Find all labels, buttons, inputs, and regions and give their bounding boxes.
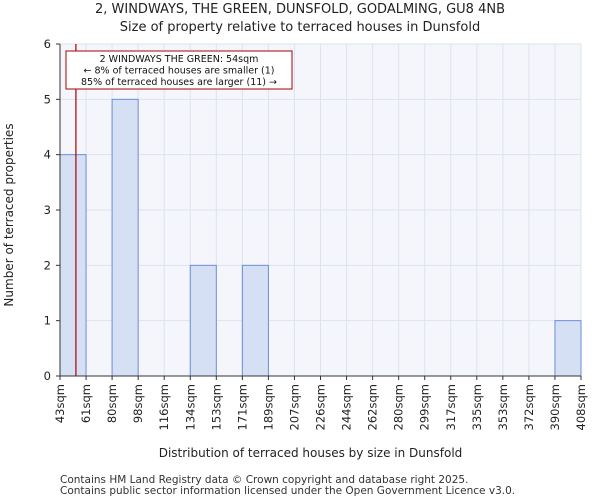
x-tick-label: 244sqm bbox=[340, 384, 354, 430]
x-tick-label: 98sqm bbox=[131, 384, 145, 423]
x-tick-label: 226sqm bbox=[314, 384, 328, 430]
x-tick-label: 189sqm bbox=[261, 384, 275, 430]
bar-134sqm bbox=[189, 264, 217, 377]
annotation-line-3: 85% of terraced houses are larger (11) → bbox=[81, 77, 277, 88]
annotation-line-1: 2 WINDWAYS THE GREEN: 54sqm bbox=[100, 54, 259, 65]
y-tick-label: 2 bbox=[44, 258, 51, 272]
x-tick-label: 43sqm bbox=[53, 384, 67, 423]
x-tick-label: 262sqm bbox=[366, 384, 380, 430]
x-tick-label: 390sqm bbox=[548, 384, 562, 430]
x-tick-label: 317sqm bbox=[444, 384, 458, 430]
y-axis-title: Number of terraced properties bbox=[2, 123, 16, 306]
footer-copyright: Contains HM Land Registry data © Crown c… bbox=[60, 474, 469, 486]
x-tick-label: 207sqm bbox=[287, 384, 301, 430]
y-tick-label: 6 bbox=[44, 37, 51, 51]
x-tick-label: 153sqm bbox=[209, 384, 223, 430]
bar-43sqm bbox=[59, 154, 87, 377]
y-tick-label: 1 bbox=[44, 314, 51, 328]
annotation-box bbox=[65, 50, 293, 90]
x-tick-label: 116sqm bbox=[157, 384, 171, 430]
annotation-line-2: ← 8% of terraced houses are smaller (1) bbox=[84, 66, 275, 77]
x-tick-label: 372sqm bbox=[522, 384, 536, 430]
footer-licence: Contains public sector information licen… bbox=[60, 485, 516, 497]
x-tick-label: 408sqm bbox=[574, 384, 588, 430]
x-tick-label: 171sqm bbox=[235, 384, 249, 430]
x-tick-label: 134sqm bbox=[183, 384, 197, 430]
bar-390sqm bbox=[554, 320, 582, 377]
bar-171sqm bbox=[241, 264, 269, 377]
y-tick-label: 0 bbox=[44, 369, 51, 383]
x-tick-label: 335sqm bbox=[470, 384, 484, 430]
y-tick-label: 4 bbox=[44, 148, 51, 162]
chart-title-address: 2, WINDWAYS, THE GREEN, DUNSFOLD, GODALM… bbox=[94, 2, 505, 17]
y-tick-label: 3 bbox=[44, 203, 51, 217]
x-tick-label: 280sqm bbox=[392, 384, 406, 430]
x-axis-title: Distribution of terraced houses by size … bbox=[159, 446, 463, 460]
chart-title-subtitle: Size of property relative to terraced ho… bbox=[119, 20, 481, 35]
bar-80sqm bbox=[111, 98, 139, 377]
x-tick-label: 80sqm bbox=[105, 384, 119, 423]
x-tick-label: 61sqm bbox=[79, 384, 93, 423]
x-tick-label: 353sqm bbox=[496, 384, 510, 430]
x-tick-label: 299sqm bbox=[418, 384, 432, 430]
y-tick-label: 5 bbox=[44, 92, 51, 106]
